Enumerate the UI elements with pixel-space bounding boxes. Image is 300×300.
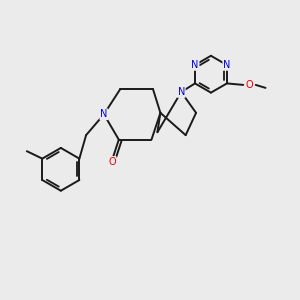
Text: O: O bbox=[246, 80, 253, 90]
Text: N: N bbox=[178, 87, 185, 97]
Text: O: O bbox=[108, 157, 116, 167]
Text: N: N bbox=[223, 60, 231, 70]
Text: N: N bbox=[100, 109, 108, 119]
Text: N: N bbox=[191, 60, 199, 70]
